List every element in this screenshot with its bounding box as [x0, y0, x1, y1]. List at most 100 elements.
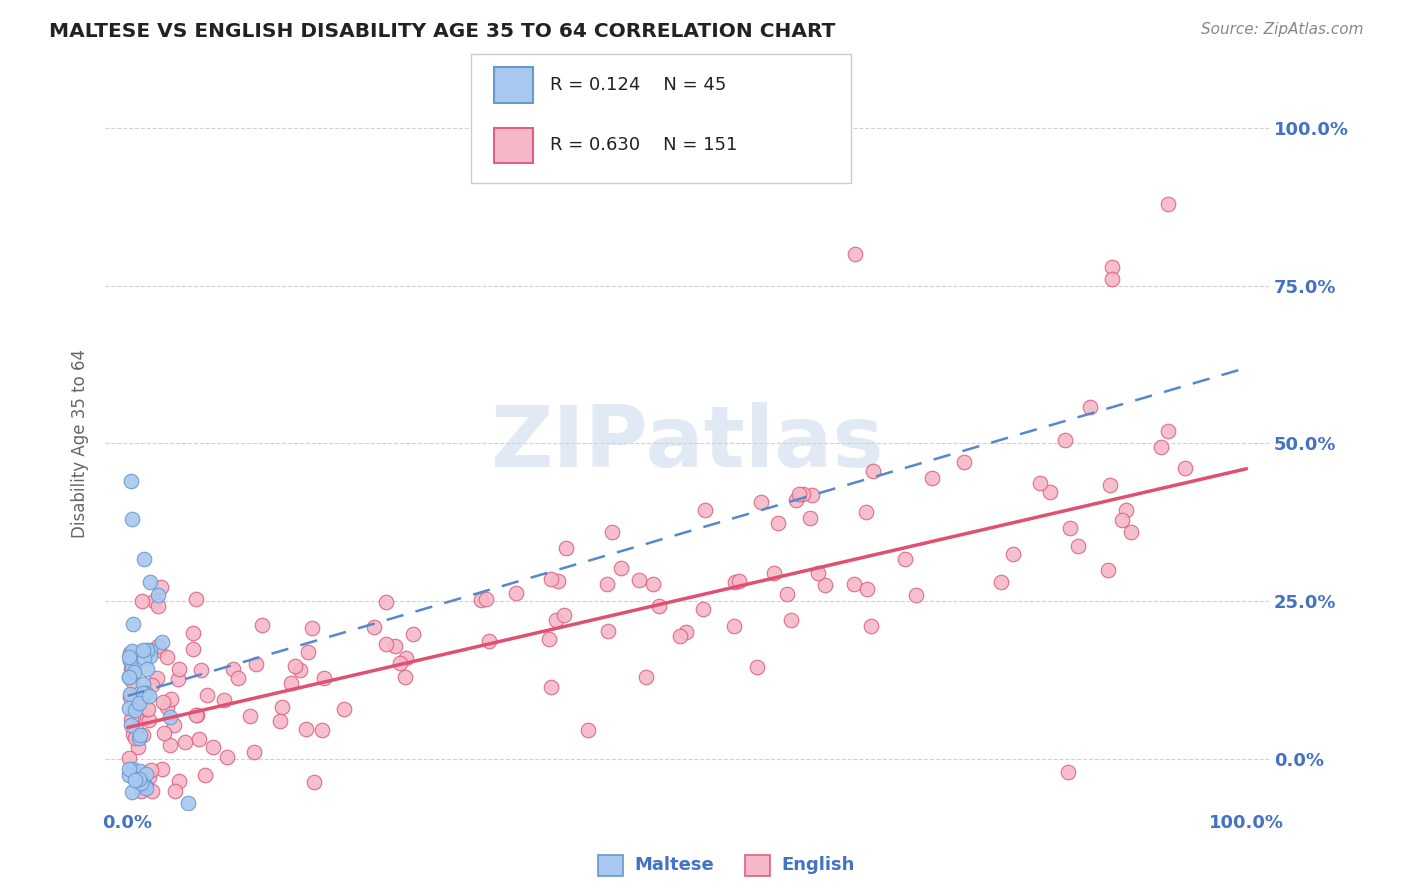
Point [122, 617, 145, 632]
Point [1097, 563, 1119, 577]
Text: Source: ZipAtlas.com: Source: ZipAtlas.com [1201, 22, 1364, 37]
Point [546, 613, 568, 627]
Point [363, 620, 385, 634]
Point [540, 680, 562, 694]
Point [141, 783, 163, 797]
Point [389, 656, 412, 670]
Text: English: English [782, 856, 855, 874]
Point [159, 691, 181, 706]
Point [138, 690, 160, 704]
Point [1028, 475, 1050, 490]
Point [762, 566, 785, 580]
Point [146, 639, 169, 653]
Point [124, 772, 146, 787]
Point [129, 783, 152, 797]
Point [150, 762, 173, 776]
Point [122, 665, 145, 679]
Point [128, 772, 150, 786]
Point [141, 764, 163, 778]
Point [766, 516, 789, 530]
Point [1054, 433, 1077, 447]
Point [135, 702, 157, 716]
Point [855, 582, 877, 596]
Point [146, 588, 169, 602]
Point [1101, 260, 1123, 274]
Point [1173, 460, 1195, 475]
Point [167, 673, 190, 687]
Point [177, 796, 200, 810]
Point [169, 662, 191, 676]
Point [215, 750, 238, 764]
Point [134, 779, 156, 793]
Point [862, 464, 884, 478]
Point [905, 588, 928, 602]
Point [132, 552, 155, 566]
Point [197, 688, 219, 702]
Point [245, 657, 267, 672]
Point [138, 770, 160, 784]
Point [132, 777, 155, 791]
Point [132, 642, 155, 657]
Text: R = 0.124    N = 45: R = 0.124 N = 45 [550, 76, 725, 94]
Point [538, 632, 561, 647]
Point [921, 471, 943, 485]
Point [121, 644, 143, 658]
Point [596, 577, 619, 591]
Text: Maltese: Maltese [634, 856, 714, 874]
Point [136, 662, 159, 676]
Point [201, 740, 224, 755]
Point [120, 712, 142, 726]
Text: R = 0.630    N = 151: R = 0.630 N = 151 [550, 136, 737, 154]
Point [120, 662, 142, 676]
Point [226, 672, 249, 686]
Point [990, 575, 1012, 590]
Point [627, 574, 650, 588]
Point [301, 621, 323, 635]
Point [576, 723, 599, 737]
Point [745, 660, 768, 674]
Point [799, 511, 821, 525]
Point [118, 701, 141, 715]
Point [118, 670, 141, 684]
Point [132, 686, 155, 700]
Point [138, 713, 160, 727]
Point [181, 641, 204, 656]
Point [1038, 485, 1060, 500]
Point [135, 781, 157, 796]
Point [284, 659, 307, 673]
Point [120, 475, 142, 489]
Point [159, 710, 181, 724]
Point [129, 728, 152, 742]
Point [844, 247, 866, 261]
Point [553, 608, 575, 623]
Point [120, 687, 142, 701]
Point [728, 574, 751, 589]
Point [194, 768, 217, 782]
Point [800, 488, 823, 502]
Point [139, 575, 162, 590]
Point [190, 663, 212, 677]
Point [952, 455, 974, 469]
Point [1101, 272, 1123, 286]
Point [394, 670, 416, 684]
Point [146, 599, 169, 613]
Point [693, 502, 716, 516]
Point [135, 686, 157, 700]
Point [288, 663, 311, 677]
Point [894, 551, 917, 566]
Point [127, 739, 149, 754]
Point [394, 651, 416, 665]
Point [780, 613, 803, 627]
Point [547, 574, 569, 588]
Point [152, 695, 174, 709]
Point [121, 763, 143, 777]
Point [127, 699, 149, 714]
Text: MALTESE VS ENGLISH DISABILITY AGE 35 TO 64 CORRELATION CHART: MALTESE VS ENGLISH DISABILITY AGE 35 TO … [49, 22, 835, 41]
Point [184, 592, 207, 607]
Point [751, 494, 773, 508]
Point [1098, 478, 1121, 492]
Point [1119, 525, 1142, 540]
Point [122, 727, 145, 741]
Point [118, 646, 141, 660]
Text: ZIPatlas: ZIPatlas [491, 402, 884, 485]
